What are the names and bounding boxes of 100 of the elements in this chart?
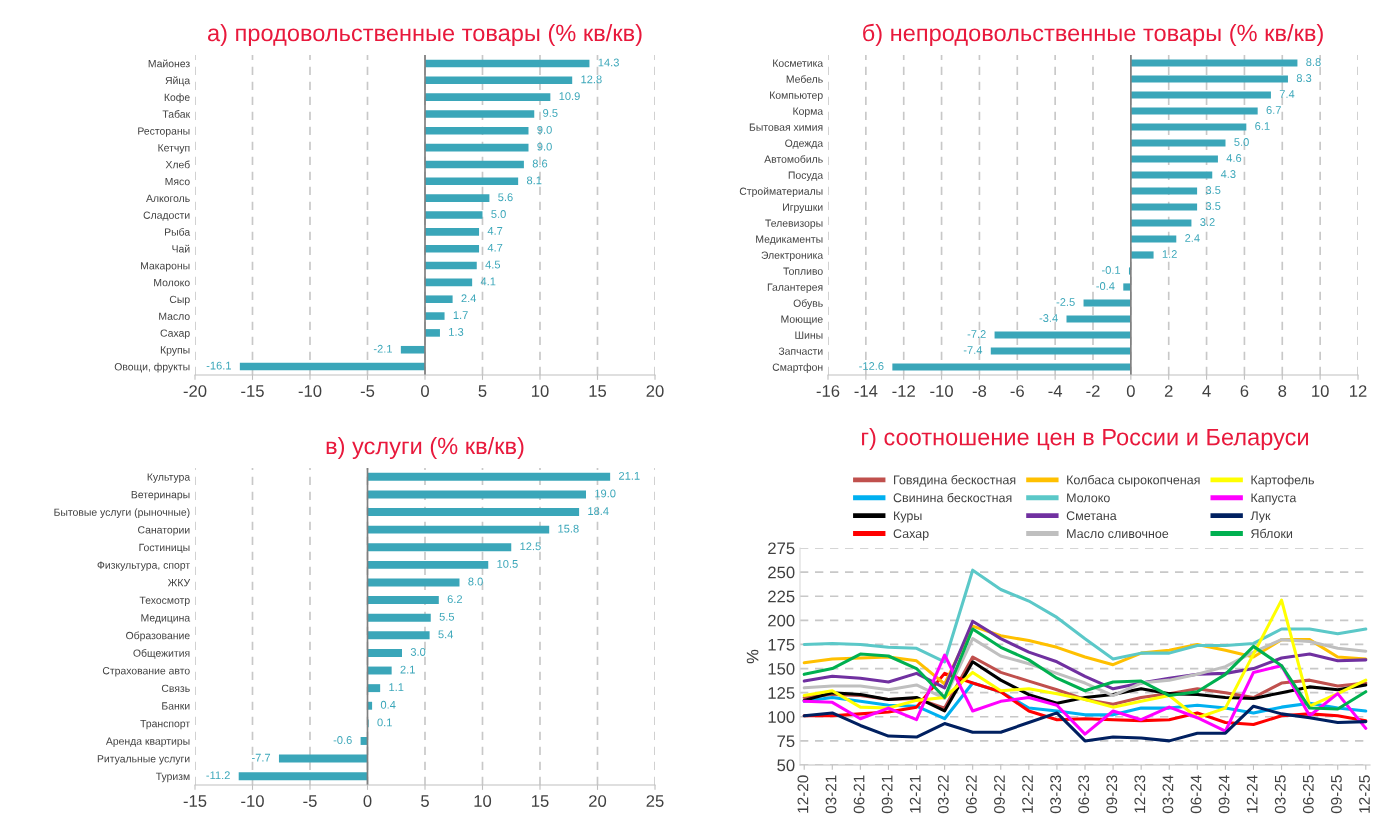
- y-tick-label: Бытовая химия: [749, 123, 823, 131]
- y-tick-label: 125: [768, 687, 795, 699]
- y-tick-label: Масло: [159, 312, 190, 320]
- legend-label: Свинина бескостная: [893, 492, 1012, 503]
- y-tick-label: Майонез: [148, 59, 190, 68]
- data-label: 4.7: [487, 227, 503, 235]
- x-tick-label: 03-25: [1274, 775, 1286, 814]
- x-tick-label: 4: [1202, 385, 1211, 397]
- y-tick-label: 100: [768, 711, 795, 723]
- legend-label: Яблоки: [1251, 528, 1293, 539]
- x-tick-label: -10: [298, 385, 322, 397]
- x-tick-label: 06-22: [965, 775, 977, 814]
- data-label: 8.0: [468, 577, 483, 586]
- data-label: -12.6: [859, 362, 884, 370]
- y-tick-label: Связь: [161, 684, 190, 693]
- y-tick-label: Физкультура, спорт: [97, 561, 190, 571]
- y-tick-label: Овощи, фрукты: [114, 362, 190, 373]
- data-label: 2.4: [461, 294, 477, 303]
- y-tick-label: Туризм: [155, 772, 190, 783]
- y-tick-label: Ветеринары: [131, 491, 190, 501]
- data-label: 7.4: [1279, 90, 1295, 98]
- chart-title: г) соотношение цен в России и Беларуси: [862, 428, 1308, 451]
- y-tick-label: Автомобиль: [764, 155, 823, 163]
- data-label: 5.5: [439, 612, 455, 621]
- y-tick-label: Игрушки: [783, 203, 823, 213]
- y-tick-label: Санатории: [138, 526, 190, 536]
- data-label: -11.2: [206, 771, 230, 780]
- x-tick-label: -8: [972, 385, 987, 397]
- y-tick-label: Одежда: [785, 139, 824, 149]
- y-tick-label: Обувь: [793, 299, 823, 309]
- y-tick-label: Компьютер: [770, 91, 823, 101]
- y-tick-label: 75: [777, 735, 795, 748]
- y-tick-label: Корма: [793, 107, 824, 117]
- y-tick-label: 150: [768, 662, 795, 675]
- x-tick-label: -4: [1048, 385, 1063, 397]
- x-tick-label: 6: [1240, 385, 1249, 397]
- x-tick-label: -10: [241, 795, 264, 807]
- y-tick-label: Сахар: [160, 329, 190, 339]
- data-label: -0.4: [1096, 282, 1115, 290]
- data-label: 5.0: [1234, 138, 1249, 146]
- y-tick-label: Аренда квартиры: [105, 737, 190, 747]
- x-tick-label: 20: [589, 795, 607, 807]
- y-tick-label: Транспорт: [140, 719, 190, 730]
- x-tick-label: 09-23: [1106, 775, 1118, 814]
- chart-title: а) продовольственные товары (% кв/кв): [208, 24, 642, 47]
- y-tick-label: 225: [768, 590, 795, 603]
- x-tick-label: 12-20: [797, 775, 809, 813]
- x-tick-label: 06-25: [1302, 775, 1314, 814]
- legend-label: Куры: [894, 511, 922, 523]
- data-label: 8.1: [526, 176, 542, 185]
- data-label: 8.3: [1296, 74, 1312, 82]
- y-tick-label: Медицина: [141, 614, 191, 624]
- y-tick-label: Сладости: [143, 211, 190, 221]
- data-label: -7.7: [251, 753, 271, 762]
- data-label: 4.3: [1220, 170, 1236, 178]
- data-label: 4.6: [1226, 154, 1242, 162]
- x-tick-label: -10: [930, 385, 953, 397]
- x-tick-label: 09-22: [994, 775, 1005, 814]
- y-tick-label: Мебель: [786, 75, 823, 83]
- data-label: 1.1: [389, 683, 404, 692]
- x-tick-label: 06-24: [1190, 775, 1202, 814]
- chart-title: в) услуги (% кв/кв): [326, 437, 524, 460]
- y-tick-label: Табак: [162, 110, 191, 118]
- y-tick-label: 275: [768, 542, 795, 555]
- x-tick-label: 09-21: [881, 775, 893, 814]
- data-label: 14.3: [598, 58, 619, 67]
- x-tick-label: -16: [816, 385, 840, 397]
- data-label: 10.5: [497, 559, 518, 568]
- data-label: -2.1: [373, 344, 392, 353]
- y-tick-label: Молоко: [154, 278, 190, 287]
- y-tick-label: Культура: [147, 473, 191, 483]
- x-tick-label: 03-21: [825, 775, 837, 814]
- y-tick-label: Хлеб: [165, 160, 190, 169]
- y-tick-label: Медикаменты: [756, 235, 823, 245]
- y-tick-label: Ритуальные услуги: [97, 755, 190, 765]
- y-tick-label: Яйца: [165, 76, 191, 87]
- x-tick-label: 5: [478, 385, 487, 397]
- data-label: 4.1: [480, 277, 496, 286]
- data-label: 12.5: [520, 542, 541, 551]
- x-tick-label: -15: [241, 385, 264, 397]
- y-tick-label: 250: [768, 566, 795, 579]
- x-tick-label: -20: [183, 385, 207, 397]
- y-tick-label: Сыр: [169, 295, 190, 306]
- data-label: 5.0: [491, 210, 506, 218]
- x-tick-label: 12-22: [1022, 775, 1033, 813]
- x-tick-label: 25: [646, 795, 664, 807]
- data-label: 4.7: [487, 243, 503, 252]
- data-label: 18.4: [588, 507, 609, 516]
- data-label: 8.6: [532, 159, 548, 168]
- x-tick-label: -5: [360, 385, 375, 397]
- y-tick-label: Техосмотр: [139, 596, 190, 607]
- x-tick-label: -5: [303, 795, 317, 807]
- data-label: 9.5: [543, 109, 558, 117]
- y-tick-label: Банки: [162, 702, 190, 710]
- y-tick-label: Бытовые услуги (рыночные): [54, 508, 190, 518]
- x-tick-label: 03-24: [1162, 775, 1174, 814]
- legend-label: Картофель: [1251, 475, 1314, 487]
- legend-label: Колбаса сырокопченая: [1067, 475, 1200, 487]
- x-tick-label: -12: [892, 385, 915, 397]
- x-tick-label: 12-24: [1246, 775, 1258, 813]
